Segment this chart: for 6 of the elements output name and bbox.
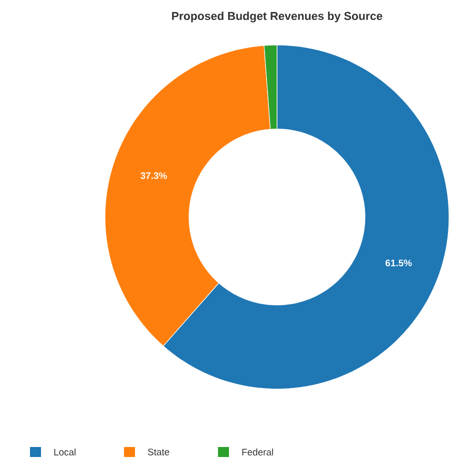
- legend-label: Federal: [242, 448, 273, 456]
- legend-label: State: [148, 448, 170, 456]
- chart-title: Proposed Budget Revenues by Source: [172, 12, 382, 22]
- data-label: 37.3%: [140, 172, 167, 180]
- data-label: 61.5%: [386, 260, 412, 266]
- legend-label: Local: [54, 448, 76, 456]
